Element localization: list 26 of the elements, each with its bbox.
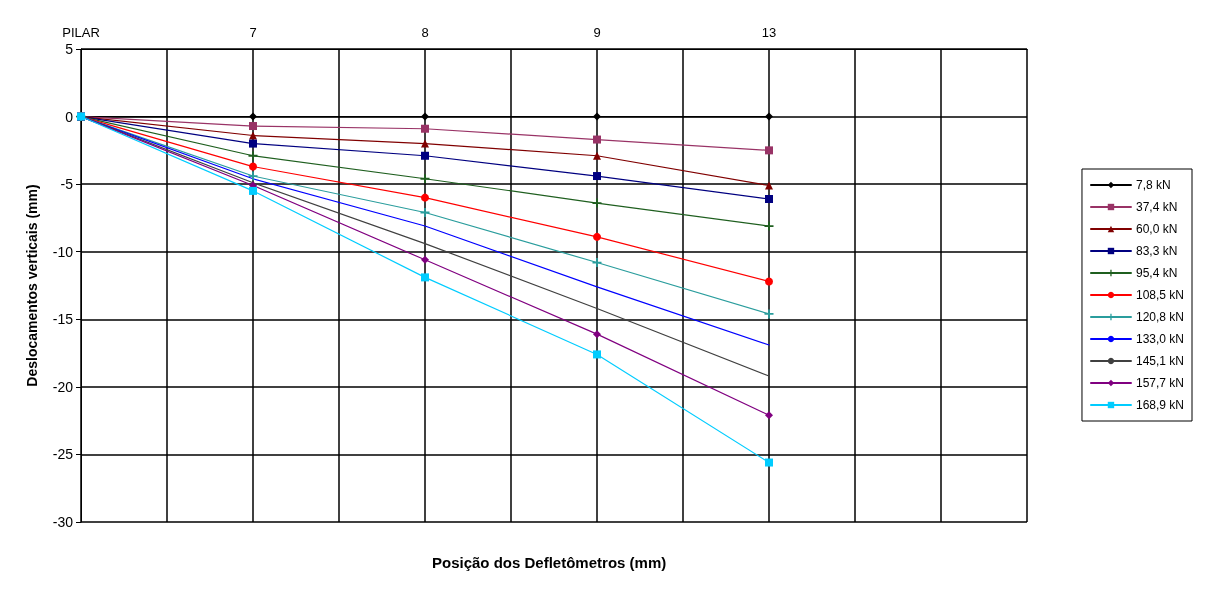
- legend-label: 37,4 kN: [1135, 200, 1178, 214]
- x-tick-label: PILAR: [62, 25, 100, 40]
- y-tick-label: 0: [65, 108, 74, 125]
- legend-label: 83,3 kN: [1135, 244, 1178, 258]
- y-tick-label: -5: [60, 176, 74, 193]
- legend-label: 108,5 kN: [1135, 288, 1184, 302]
- legend-label: 60,0 kN: [1135, 222, 1178, 236]
- y-tick-label: -15: [52, 311, 74, 328]
- legend-label: 7,8 kN: [1135, 178, 1171, 192]
- y-tick-label: -10: [52, 243, 74, 260]
- x-tick-label: 9: [593, 25, 601, 40]
- y-axis-title: Deslocamentos verticais (mm): [24, 184, 40, 387]
- x-tick-label: 7: [249, 25, 257, 40]
- y-tick-label: -25: [52, 446, 74, 463]
- legend-label: 120,8 kN: [1135, 310, 1184, 324]
- x-axis-title: Posição dos Defletômetros (mm): [432, 554, 667, 571]
- legend-label: 133,0 kN: [1135, 332, 1184, 346]
- legend-label: 168,9 kN: [1135, 398, 1184, 412]
- legend-label: 145,1 kN: [1135, 354, 1184, 368]
- y-tick-label: -20: [52, 378, 74, 395]
- legend-label: 157,7 kN: [1135, 376, 1184, 390]
- legend-label: 95,4 kN: [1135, 266, 1178, 280]
- x-tick-label: 8: [421, 25, 429, 40]
- y-tick-label: -30: [52, 514, 74, 530]
- y-tick-label: 5: [65, 41, 74, 57]
- x-tick-label: 13: [761, 25, 777, 40]
